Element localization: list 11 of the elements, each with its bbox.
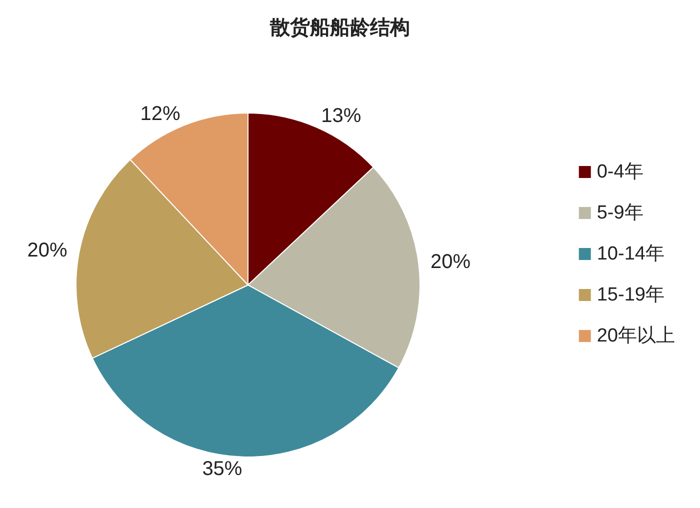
chart-title: 散货船船龄结构 xyxy=(269,15,410,39)
legend-label: 15-19年 xyxy=(596,284,664,306)
legend-label: 5-9年 xyxy=(596,202,644,224)
legend-label: 0-4年 xyxy=(596,162,644,182)
legend-label: 10-14年 xyxy=(596,244,664,264)
data-label: 35% xyxy=(202,458,242,480)
data-label: 12% xyxy=(140,102,180,125)
data-label: 20% xyxy=(430,250,471,273)
data-label: 13% xyxy=(321,105,362,128)
data-label: 20% xyxy=(27,240,68,262)
legend-label: 20年以上 xyxy=(596,326,676,346)
